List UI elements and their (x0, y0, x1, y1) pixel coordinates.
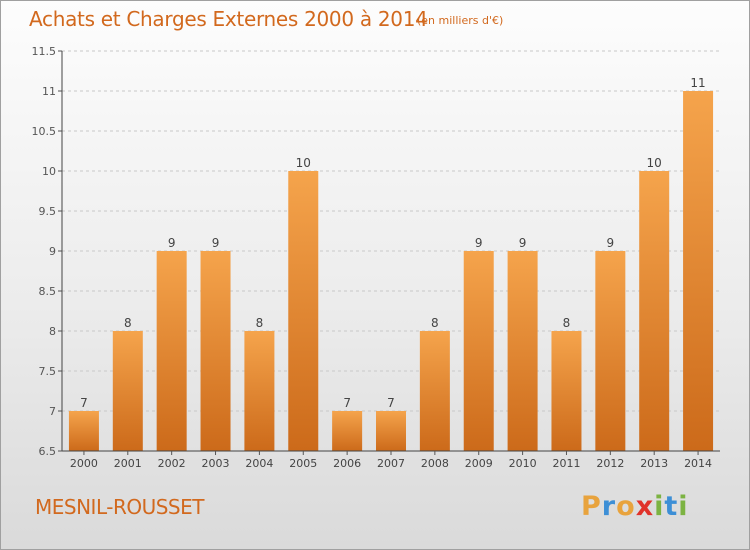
bar-2011 (551, 331, 582, 451)
brand-letter: P (581, 491, 602, 522)
bar-2005 (288, 171, 319, 451)
commune-name: MESNIL-ROUSSET (35, 495, 204, 519)
data-labels: 7 8 9 9 8 10 7 7 8 9 9 8 9 10 11 (80, 76, 706, 410)
y-tick-label: 11 (42, 85, 56, 98)
axes: 6.5 7 7.5 8 8.5 9 9.5 10 10.5 11 11.5 2000 2001 2002 2… (32, 45, 720, 470)
bar-2002 (156, 251, 187, 451)
x-tick-label: 2003 (202, 457, 230, 470)
chart-subtitle: (en milliers d'€) (417, 14, 504, 27)
y-tick-label: 11.5 (32, 45, 57, 58)
data-label: 7 (343, 396, 351, 410)
bar-2013 (639, 171, 670, 451)
data-label: 10 (647, 156, 662, 170)
y-tick-label: 8.5 (39, 285, 57, 298)
bar-2008 (419, 331, 450, 451)
bar-2006 (332, 411, 363, 451)
chart-title: Achats et Charges Externes 2000 à 2014 (29, 7, 428, 31)
y-tick-label: 9 (49, 245, 56, 258)
x-tick-label: 2013 (640, 457, 668, 470)
brand-letter: t (664, 491, 679, 522)
data-label: 9 (475, 236, 483, 250)
data-label: 11 (690, 76, 705, 90)
data-label: 7 (387, 396, 395, 410)
bar-2012 (595, 251, 626, 451)
y-tick-label: 10.5 (32, 125, 57, 138)
brand-letter: x (635, 491, 655, 522)
y-tick-label: 9.5 (39, 205, 57, 218)
bar-2001 (112, 331, 143, 451)
bar-2003 (200, 251, 231, 451)
x-tick-label: 2009 (465, 457, 493, 470)
data-label: 8 (124, 316, 132, 330)
y-tick-label: 10 (42, 165, 56, 178)
y-tick-label: 6.5 (39, 445, 57, 458)
x-tick-label: 2001 (114, 457, 142, 470)
bar-2000 (68, 411, 99, 451)
x-tick-label: 2008 (421, 457, 449, 470)
proxiti-logo: Proxiti (581, 491, 689, 522)
x-tick-label: 2011 (552, 457, 580, 470)
data-label: 9 (607, 236, 615, 250)
data-label: 8 (563, 316, 571, 330)
bar-2007 (376, 411, 406, 451)
brand-letter: i (654, 491, 665, 522)
x-tick-label: 2007 (377, 457, 405, 470)
data-label: 7 (80, 396, 88, 410)
x-tick-label: 2000 (70, 457, 98, 470)
data-label: 9 (212, 236, 220, 250)
y-tick-label: 8 (49, 325, 56, 338)
x-tick-label: 2004 (245, 457, 273, 470)
x-tick-label: 2006 (333, 457, 361, 470)
x-tick-label: 2005 (289, 457, 317, 470)
brand-letter: r (601, 491, 617, 522)
x-tick-label: 2002 (158, 457, 186, 470)
bar-2009 (463, 251, 494, 451)
data-label: 9 (168, 236, 176, 250)
bar-2014 (683, 91, 714, 451)
bar-2010 (507, 251, 538, 451)
data-label: 8 (256, 316, 264, 330)
y-tick-label: 7 (49, 405, 56, 418)
y-tick-label: 7.5 (39, 365, 57, 378)
data-label: 10 (296, 156, 311, 170)
bar-2004 (244, 331, 275, 451)
brand-letter: i (678, 491, 689, 522)
data-label: 9 (519, 236, 527, 250)
bars (68, 91, 714, 451)
x-tick-label: 2012 (596, 457, 624, 470)
brand-letter: o (616, 491, 636, 522)
x-tick-label: 2010 (509, 457, 537, 470)
data-label: 8 (431, 316, 439, 330)
x-tick-label: 2014 (684, 457, 712, 470)
